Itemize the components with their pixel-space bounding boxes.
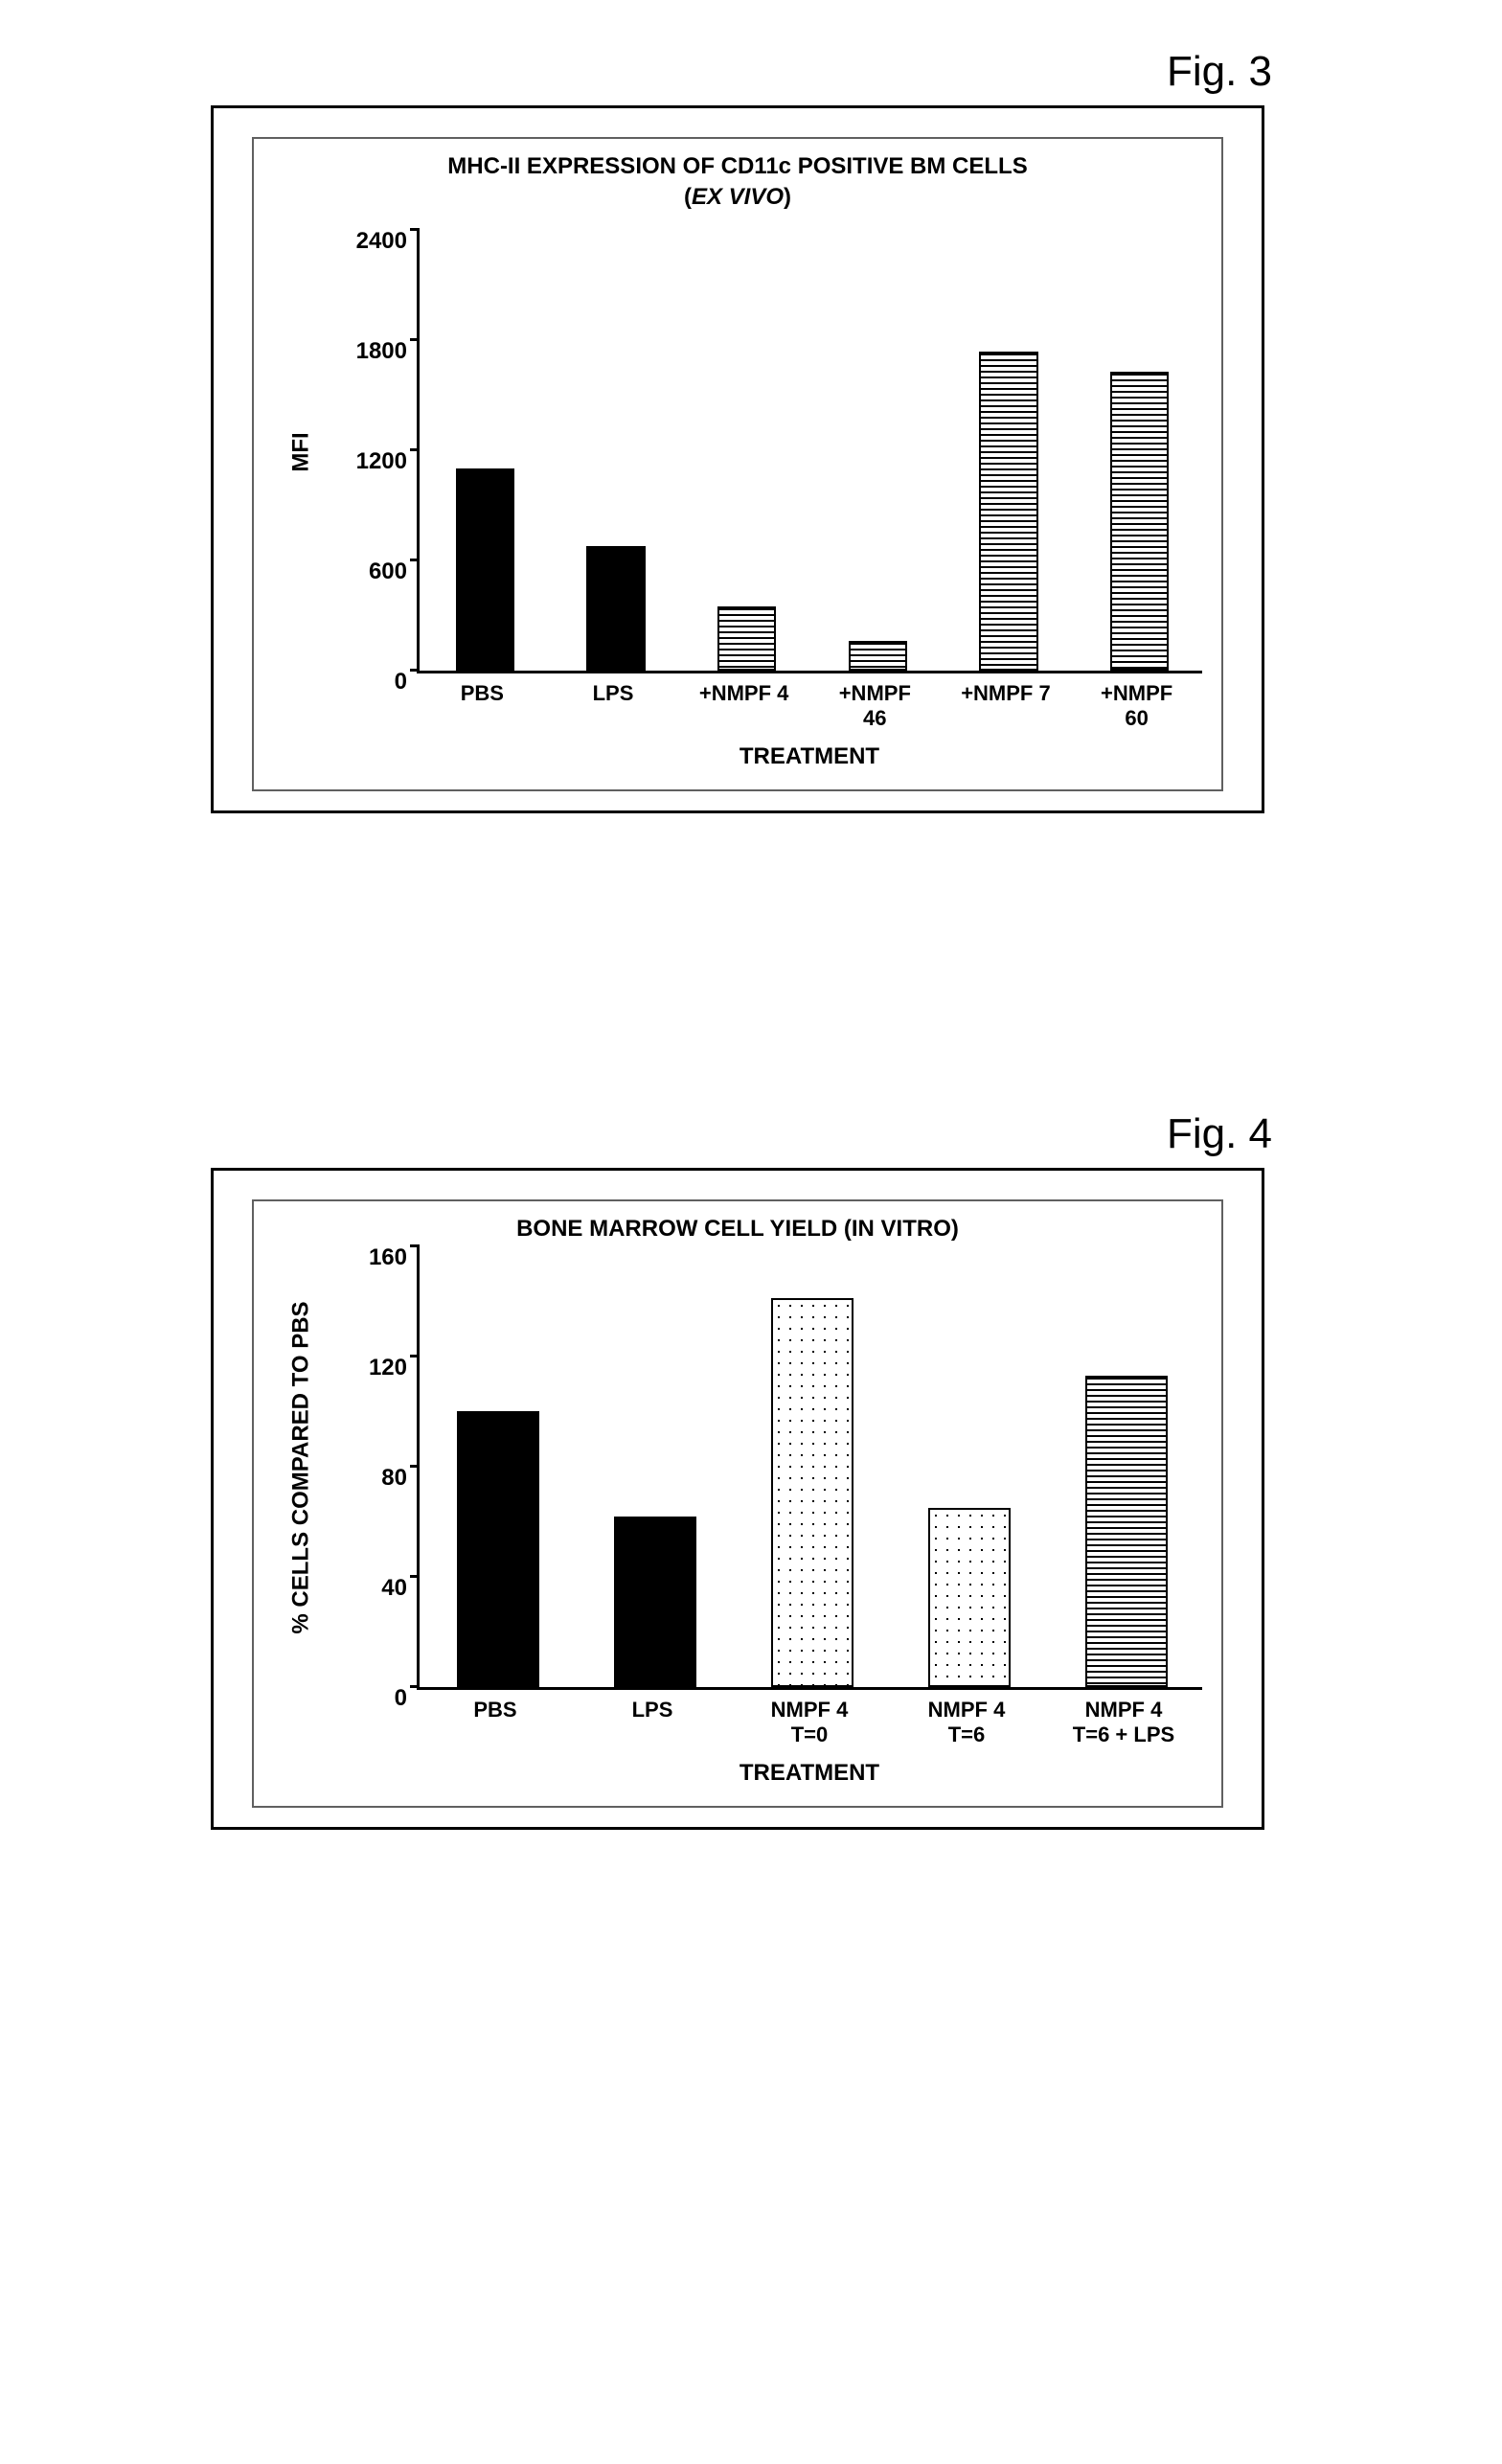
figure-3-xlabel-item: +NMPF46 bbox=[809, 673, 941, 732]
figure-4-bar bbox=[771, 1298, 853, 1686]
figure-3-bar bbox=[849, 641, 908, 671]
figure-3-ytick-label: 600 bbox=[369, 559, 407, 585]
figure-3-ytick-mark bbox=[410, 669, 420, 672]
figure-3-subtitle: (EX VIVO) bbox=[273, 184, 1202, 211]
figure-3-ytick-mark bbox=[410, 448, 420, 451]
figure-4-ytick-mark bbox=[410, 1575, 420, 1578]
figure-3-chart-box: MHC-II EXPRESSION OF CD11c POSITIVE BM C… bbox=[211, 105, 1264, 813]
figure-3-bar bbox=[979, 352, 1038, 672]
figure-3-plot-row: MFI 0600120018002400 bbox=[273, 230, 1202, 673]
figure-3-ytick-mark bbox=[410, 228, 420, 231]
figure-4-xlabel-item: PBS bbox=[417, 1690, 574, 1748]
figure-3-ytick-label: 0 bbox=[395, 669, 407, 696]
figure-3-ylabel: MFI bbox=[288, 432, 315, 471]
figure-4-ytick-mark bbox=[410, 1465, 420, 1468]
figure-3-subtitle-prefix: ( bbox=[684, 184, 692, 210]
figure-4-xlabel: TREATMENT bbox=[417, 1760, 1202, 1787]
figure-4-title-prefix: BONE MARROW CELL YIELD ( bbox=[516, 1216, 852, 1242]
figure-3-xlabel-item: +NMPF 4 bbox=[678, 673, 809, 732]
figure-3-bar bbox=[586, 546, 646, 671]
figures-spacer bbox=[38, 813, 1464, 1101]
figure-3-ytick-label: 2400 bbox=[356, 228, 407, 255]
figure-3-label: Fig. 3 bbox=[38, 48, 1272, 96]
figure-3-subtitle-suffix: ) bbox=[784, 184, 791, 210]
figure-4-xlabels: PBSLPSNMPF 4T=0NMPF 4T=6NMPF 4T=6 + LPS bbox=[417, 1690, 1202, 1748]
figure-4-ytick-label: 160 bbox=[369, 1244, 407, 1271]
figure-4-ytick-label: 40 bbox=[381, 1575, 407, 1602]
figure-3-ylabel-wrap: MFI bbox=[273, 230, 330, 673]
figure-4-ylabel: % CELLS COMPARED TO PBS bbox=[288, 1302, 315, 1634]
figure-4-chart-box: BONE MARROW CELL YIELD (IN VITRO) % CELL… bbox=[211, 1168, 1264, 1830]
figure-4-xlabel-item: NMPF 4T=0 bbox=[731, 1690, 888, 1748]
figure-4-bar bbox=[928, 1508, 1010, 1687]
figure-4-plot-row: % CELLS COMPARED TO PBS 04080120160 bbox=[273, 1246, 1202, 1690]
figure-3-subtitle-italic: EX VIVO bbox=[692, 184, 784, 210]
figure-4-xlabel-item: LPS bbox=[574, 1690, 731, 1748]
figure-4-bar bbox=[614, 1517, 695, 1687]
figure-4-title-suffix: ) bbox=[951, 1216, 959, 1242]
figure-4-yaxis: 04080120160 bbox=[330, 1246, 417, 1687]
figure-4-ytick-mark bbox=[410, 1355, 420, 1357]
figure-4-plot-area bbox=[417, 1246, 1202, 1690]
figure-3-xlabel-item: PBS bbox=[417, 673, 548, 732]
figure-3-plot-area bbox=[417, 230, 1202, 673]
figure-3-ytick-label: 1800 bbox=[356, 338, 407, 365]
figure-3-ytick-mark bbox=[410, 338, 420, 341]
figure-4-ytick-mark bbox=[410, 1244, 420, 1247]
figure-4-label: Fig. 4 bbox=[38, 1110, 1272, 1158]
figure-4-ytick-label: 120 bbox=[369, 1355, 407, 1381]
figure-3-chart-inner: MHC-II EXPRESSION OF CD11c POSITIVE BM C… bbox=[252, 137, 1223, 791]
figure-3-xlabel: TREATMENT bbox=[417, 743, 1202, 770]
figure-4-ytick-label: 80 bbox=[381, 1465, 407, 1492]
figure-4-ylabel-wrap: % CELLS COMPARED TO PBS bbox=[273, 1246, 330, 1690]
figure-3-bar bbox=[1110, 372, 1170, 671]
figure-3-yaxis: 0600120018002400 bbox=[330, 230, 417, 671]
figure-4-title-italic: IN VITRO bbox=[852, 1216, 951, 1242]
figure-3-bar bbox=[717, 606, 777, 671]
figure-3-xlabels: PBSLPS+NMPF 4+NMPF46+NMPF 7+NMPF60 bbox=[417, 673, 1202, 732]
figure-4-chart-inner: BONE MARROW CELL YIELD (IN VITRO) % CELL… bbox=[252, 1199, 1223, 1808]
figure-3-xlabel-item: +NMPF60 bbox=[1071, 673, 1202, 732]
figure-4-ytick-label: 0 bbox=[395, 1685, 407, 1712]
figure-4-xlabel-item: NMPF 4T=6 + LPS bbox=[1045, 1690, 1202, 1748]
figure-3-xlabel-item: +NMPF 7 bbox=[941, 673, 1072, 732]
figure-4-xlabel-item: NMPF 4T=6 bbox=[888, 1690, 1045, 1748]
figure-3-ytick-mark bbox=[410, 559, 420, 561]
figure-4-bar bbox=[457, 1411, 538, 1687]
figure-4-bar bbox=[1085, 1376, 1167, 1687]
figure-3-xlabel-item: LPS bbox=[548, 673, 679, 732]
figure-4-title: BONE MARROW CELL YIELD (IN VITRO) bbox=[273, 1216, 1202, 1243]
figure-4-ytick-mark bbox=[410, 1685, 420, 1688]
figure-3-ytick-label: 1200 bbox=[356, 448, 407, 475]
figure-3-bar bbox=[456, 468, 515, 671]
figure-3-title: MHC-II EXPRESSION OF CD11c POSITIVE BM C… bbox=[273, 153, 1202, 180]
